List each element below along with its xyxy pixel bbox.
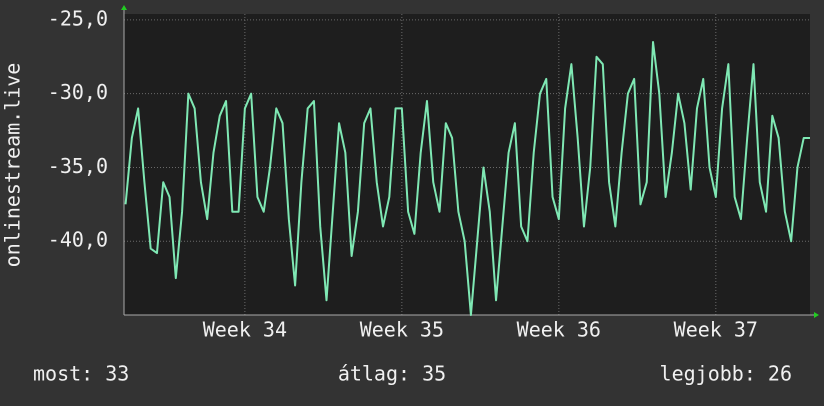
data-line: [124, 41, 810, 316]
axis-arrow: [814, 312, 819, 318]
axis-arrow: [121, 5, 127, 10]
footer-stat: legjobb: 26: [660, 362, 792, 386]
x-tick-label: Week 34: [203, 318, 287, 342]
y-tick-label: -35,0: [48, 154, 108, 178]
y-tick-label: -40,0: [48, 228, 108, 252]
x-tick-label: Week 35: [360, 318, 444, 342]
x-tick-label: Week 37: [674, 318, 758, 342]
footer-stat: most: 33: [33, 362, 129, 386]
y-axis-label: onlinestream.live: [1, 63, 25, 268]
x-tick-label: Week 36: [517, 318, 601, 342]
y-tick-label: -30,0: [48, 80, 108, 104]
y-tick-label: -25,0: [48, 6, 108, 30]
footer-stat: átlag: 35: [338, 362, 446, 386]
